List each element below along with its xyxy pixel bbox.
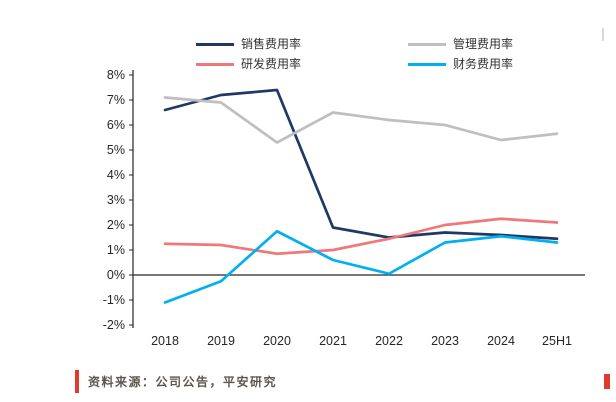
svg-text:1%: 1% (107, 243, 125, 257)
sales-expense-line-swatch (196, 42, 234, 46)
svg-text:2024: 2024 (487, 334, 515, 348)
svg-text:2021: 2021 (319, 334, 347, 348)
footer-accent-bar (75, 370, 79, 393)
page-edge-gray-mark (602, 28, 604, 41)
svg-text:2022: 2022 (375, 334, 403, 348)
svg-text:2018: 2018 (151, 334, 179, 348)
svg-text:3%: 3% (107, 193, 125, 207)
svg-text:-2%: -2% (103, 318, 125, 332)
svg-text:7%: 7% (107, 93, 125, 107)
source-text: 资料来源：公司公告，平安研究 (88, 375, 278, 389)
svg-text:0%: 0% (107, 268, 125, 282)
chart-legend: 销售费用率 管理费用率 研发费用率 财务费用率 (196, 38, 513, 70)
svg-text:2019: 2019 (207, 334, 235, 348)
legend-label-finance-expense: 财务费用率 (453, 57, 514, 71)
source-note: 资料来源：公司公告，平安研究 (75, 369, 277, 394)
svg-text:2020: 2020 (263, 334, 291, 348)
svg-text:4%: 4% (107, 168, 125, 182)
svg-text:-1%: -1% (103, 293, 125, 307)
legend-item-rd-expense-ratio: 研发费用率 (196, 58, 408, 70)
legend-label-rd-expense: 研发费用率 (241, 57, 302, 71)
rd-expense-line-swatch (196, 62, 234, 66)
svg-text:5%: 5% (107, 143, 125, 157)
svg-text:25H1: 25H1 (542, 334, 572, 348)
finance-expense-line-swatch (408, 62, 446, 66)
legend-item-admin-expense-ratio: 管理费用率 (408, 38, 513, 50)
svg-text:2%: 2% (107, 218, 125, 232)
admin-expense-line-swatch (408, 42, 446, 46)
legend-item-sales-expense-ratio: 销售费用率 (196, 38, 408, 50)
legend-label-sales-expense: 销售费用率 (241, 37, 302, 51)
svg-text:2023: 2023 (431, 334, 459, 348)
page-edge-red-mark (604, 374, 610, 389)
svg-text:6%: 6% (107, 118, 125, 132)
legend-label-admin-expense: 管理费用率 (453, 37, 514, 51)
legend-item-finance-expense-ratio: 财务费用率 (408, 58, 513, 70)
svg-text:8%: 8% (107, 68, 125, 82)
